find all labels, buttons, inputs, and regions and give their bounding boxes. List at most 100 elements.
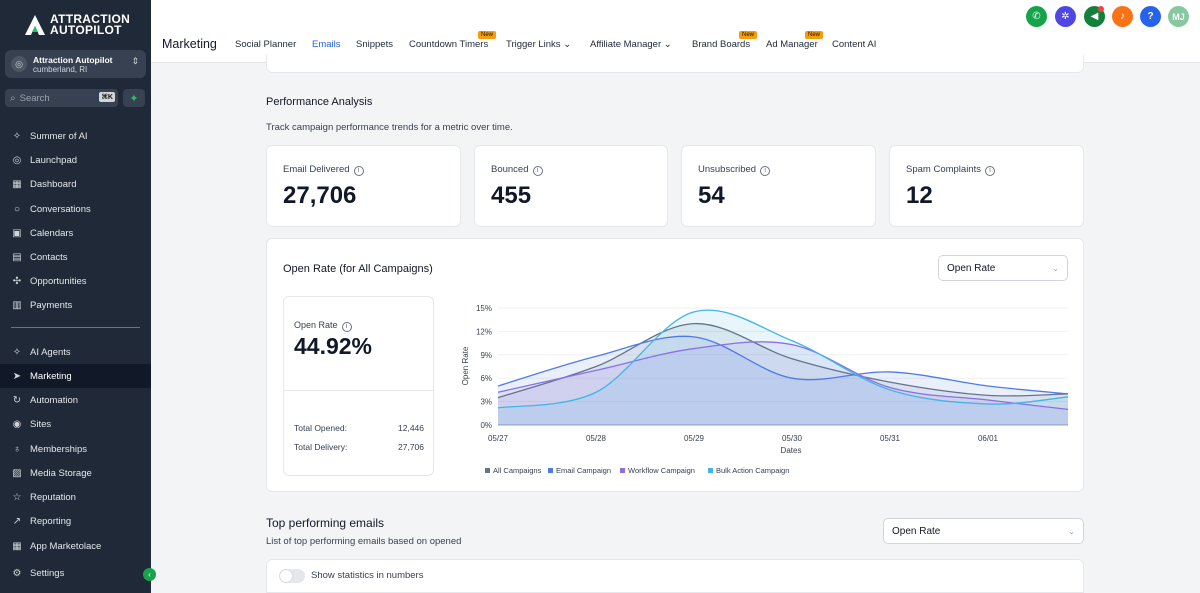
stat-label-text: Email Delivered xyxy=(283,164,350,175)
sidebar-item-sites[interactable]: ◉ Sites xyxy=(0,412,151,436)
opportunities-icon: ✣ xyxy=(12,275,22,287)
info-icon[interactable]: i xyxy=(984,166,995,176)
tab-snippets[interactable]: Snippets xyxy=(356,39,393,50)
help-icon[interactable]: ? xyxy=(1140,6,1161,27)
stat-label: Bounced i xyxy=(491,164,543,176)
sidebar-item-label: Reporting xyxy=(30,515,72,527)
memberships-icon: ♁ xyxy=(13,443,21,455)
series-area-all-campaigns xyxy=(498,323,1068,425)
send-icon: ➤ xyxy=(12,370,22,382)
tab-countdown-timers[interactable]: Countdown Timers xyxy=(409,39,488,50)
open-rate-summary: Open Rate i 44.92% Total Opened: 12,446 T… xyxy=(283,296,434,476)
account-switcher[interactable]: ◎ Attraction Autopilot cumberland, RI ⇕ xyxy=(5,50,146,78)
stat-card-unsubscribed: Unsubscribed i 54 xyxy=(681,145,876,227)
sidebar-item-settings[interactable]: ⚙ Settings xyxy=(0,561,151,585)
search-icon: ⌕ xyxy=(10,92,16,104)
sidebar-item-marketing[interactable]: ➤ Marketing xyxy=(0,364,151,388)
brand-line-2: AUTOPILOT xyxy=(50,23,122,37)
total-delivery-label: Total Delivery: xyxy=(294,442,348,452)
calendar-icon: ▣ xyxy=(12,227,22,239)
sidebar-item-payments[interactable]: ▥ Payments xyxy=(0,293,151,317)
x-axis-label: Dates xyxy=(781,446,802,455)
chat-icon: ○ xyxy=(13,203,21,215)
search-placeholder: Search xyxy=(19,92,50,104)
top-emails-sort-select[interactable]: Open Rate ⌄ xyxy=(883,518,1084,544)
y-tick-label: 3% xyxy=(480,398,492,407)
brand-line-1: ATTRACTION xyxy=(50,12,131,26)
metric-select-value: Open Rate xyxy=(947,262,996,274)
open-rate-card: Open Rate (for All Campaigns) Open Rate … xyxy=(266,238,1084,492)
sidebar-item-conversations[interactable]: ○ Conversations xyxy=(0,197,151,221)
collapse-sidebar-button[interactable]: ‹ xyxy=(143,568,156,581)
account-icon: ◎ xyxy=(11,56,27,72)
info-icon[interactable]: i xyxy=(532,166,543,176)
sidebar-divider xyxy=(11,327,140,328)
tab-emails[interactable]: Emails xyxy=(312,39,341,50)
sidebar-item-memberships[interactable]: ♁ Memberships xyxy=(0,437,151,461)
contacts-icon: ▤ xyxy=(12,251,22,263)
metric-select[interactable]: Open Rate ⌄ xyxy=(938,255,1068,281)
sidebar: ATTRACTION AUTOPILOT ◎ Attraction Autopi… xyxy=(0,0,156,593)
sidebar-item-contacts[interactable]: ▤ Contacts xyxy=(0,245,151,269)
bell-icon[interactable]: ♪ xyxy=(1112,6,1133,27)
sidebar-item-label: App Marketolace xyxy=(30,540,102,552)
ai-sparkle-button[interactable]: ✦ xyxy=(123,89,145,107)
chevron-down-icon: ⌄ xyxy=(1052,264,1059,273)
media-icon: ▨ xyxy=(12,467,22,479)
sidebar-item-reporting[interactable]: ↗ Reporting xyxy=(0,509,151,533)
sidebar-item-launchpad[interactable]: ◎ Launchpad xyxy=(0,148,151,172)
satellite-icon[interactable]: ✲ xyxy=(1055,6,1076,27)
sidebar-item-summer-of-ai[interactable]: ✧ Summer of AI xyxy=(0,124,151,148)
summary-divider xyxy=(284,390,433,391)
sidebar-item-label: Settings xyxy=(30,567,65,579)
search-input[interactable]: ⌕ Search ⌘K xyxy=(5,89,118,107)
brand-name: ATTRACTION AUTOPILOT xyxy=(50,12,131,37)
rocket-icon: ◎ xyxy=(12,154,22,166)
sidebar-item-label: Opportunities xyxy=(30,275,87,287)
phone-icon[interactable]: ✆ xyxy=(1026,6,1047,27)
y-tick-label: 12% xyxy=(476,327,492,336)
sidebar-item-label: Calendars xyxy=(30,227,74,239)
sites-icon: ◉ xyxy=(12,418,22,430)
sidebar-item-calendars[interactable]: ▣ Calendars xyxy=(0,221,151,245)
y-tick-label: 9% xyxy=(480,351,492,360)
sidebar-item-dashboard[interactable]: ▦ Dashboard xyxy=(0,172,151,196)
tab-ad-manager[interactable]: Ad Manager xyxy=(766,39,818,50)
sidebar-item-reputation[interactable]: ☆ Reputation xyxy=(0,485,151,509)
x-tick-label: 06/01 xyxy=(978,434,999,443)
notification-dot xyxy=(1098,6,1104,12)
info-icon[interactable]: i xyxy=(353,166,364,176)
y-axis-label: Open Rate xyxy=(461,346,470,385)
info-icon[interactable]: i xyxy=(341,322,352,332)
statistics-toggle[interactable] xyxy=(279,569,305,583)
series-line-email-campaign xyxy=(497,335,1069,395)
sidebar-item-opportunities[interactable]: ✣ Opportunities xyxy=(0,269,151,293)
legend-label-email-campaign: Email Campaign xyxy=(556,466,611,475)
toggle-label: Show statistics in numbers xyxy=(311,570,424,581)
brand-logo[interactable]: ATTRACTION AUTOPILOT xyxy=(24,13,134,37)
sidebar-item-ai-agents[interactable]: ✧ AI Agents xyxy=(0,340,151,364)
tab-content-ai[interactable]: Content AI xyxy=(832,39,876,50)
tab-trigger-links[interactable]: Trigger Links ⌄ xyxy=(506,39,571,50)
user-avatar[interactable]: MJ xyxy=(1168,6,1189,27)
series-area-bulk-action-campaign xyxy=(498,310,1068,425)
tab-affiliate-manager[interactable]: Affiliate Manager ⌄ xyxy=(590,39,672,50)
info-icon[interactable]: i xyxy=(760,166,771,176)
open-rate-label: Open Rate i xyxy=(294,320,352,332)
sidebar-item-app-marketolace[interactable]: ▦ App Marketolace xyxy=(0,534,151,558)
stat-label: Spam Complaints i xyxy=(906,164,995,176)
sidebar-item-media-storage[interactable]: ▨ Media Storage xyxy=(0,461,151,485)
performance-title: Performance Analysis xyxy=(266,96,373,108)
chart-card-title: Open Rate (for All Campaigns) xyxy=(283,263,433,275)
tab-social-planner[interactable]: Social Planner xyxy=(235,39,296,50)
total-delivery-row: Total Delivery: 27,706 xyxy=(294,442,424,452)
y-tick-label: 6% xyxy=(480,374,492,383)
sidebar-item-automation[interactable]: ↻ Automation xyxy=(0,388,151,412)
top-header: Marketing Social Planner Emails Snippets Co… xyxy=(151,0,1200,63)
series-area-workflow-campaign xyxy=(498,341,1068,425)
previous-card xyxy=(266,55,1084,73)
top-emails-title: Top performing emails xyxy=(266,516,385,530)
payments-icon: ▥ xyxy=(12,299,22,311)
tab-label: Affiliate Manager xyxy=(590,39,662,50)
tab-brand-boards[interactable]: Brand Boards xyxy=(692,39,750,50)
